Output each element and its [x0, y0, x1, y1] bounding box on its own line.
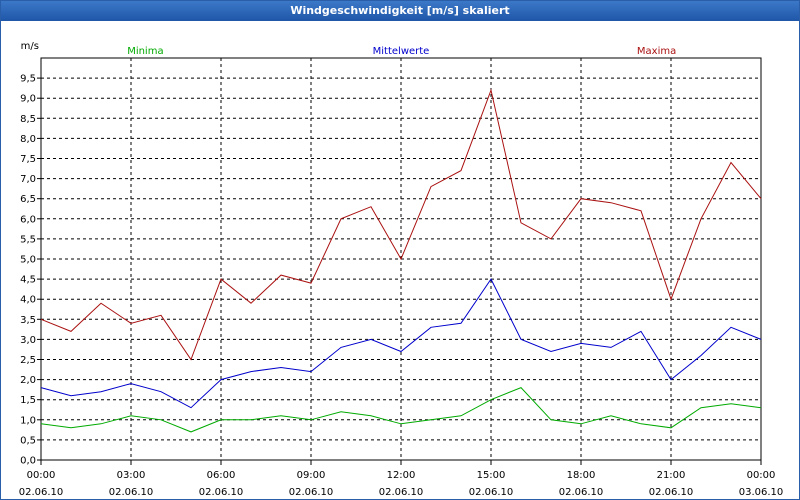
series-line-mittelwerte [40, 278, 762, 409]
y-tick-label: 7,5 [20, 154, 36, 165]
series-line-minima [40, 387, 762, 433]
y-tick-label: 7,0 [20, 174, 36, 185]
x-tick-time: 06:00 [207, 470, 236, 481]
y-tick-label: 6,5 [20, 194, 36, 205]
y-tick-label: 2,0 [20, 375, 36, 386]
y-tick-label: 4,5 [20, 275, 36, 286]
y-tick-label: 0,5 [20, 435, 36, 446]
y-tick-label: 5,0 [20, 255, 36, 266]
legend-entry-minima: Minima [127, 46, 163, 57]
x-tick-time: 00:00 [27, 470, 56, 481]
x-tick-time: 12:00 [387, 470, 416, 481]
x-tick-date: 02.06.10 [379, 487, 424, 498]
x-tick-time: 18:00 [567, 470, 596, 481]
y-tick-label: 1,5 [20, 395, 36, 406]
y-tick-label: 2,5 [20, 355, 36, 366]
y-tick-label: 3,5 [20, 315, 36, 326]
x-tick-time: 00:00 [747, 470, 776, 481]
y-tick-label: 8,5 [20, 114, 36, 125]
x-tick-time: 21:00 [657, 470, 686, 481]
y-tick-label: 3,0 [20, 335, 36, 346]
x-tick-date: 02.06.10 [19, 487, 64, 498]
y-tick-label: 9,5 [20, 74, 36, 85]
x-tick-time: 03:00 [117, 470, 146, 481]
x-tick-date: 02.06.10 [649, 487, 694, 498]
y-axis-unit: m/s [21, 41, 39, 52]
x-tick-date: 02.06.10 [289, 487, 334, 498]
x-tick-date: 02.06.10 [469, 487, 514, 498]
legend-entry-maxima: Maxima [637, 46, 676, 57]
series-line-maxima [40, 88, 762, 361]
x-tick-date: 02.06.10 [109, 487, 154, 498]
legend-entry-mittelwerte: Mittelwerte [373, 46, 430, 57]
y-tick-label: 4,0 [20, 295, 36, 306]
y-tick-label: 6,0 [20, 214, 36, 225]
y-tick-label: 5,5 [20, 234, 36, 245]
y-tick-label: 0,0 [20, 456, 36, 467]
x-tick-date: 03.06.10 [739, 487, 784, 498]
y-tick-label: 1,0 [20, 415, 36, 426]
y-tick-label: 8,0 [20, 134, 36, 145]
x-tick-date: 02.06.10 [199, 487, 244, 498]
x-tick-time: 15:00 [477, 470, 506, 481]
x-tick-date: 02.06.10 [559, 487, 604, 498]
wind-speed-chart: 0,0 0,5 1,0 1,5 2,0 2,5 3,0 3,5 4,0 4,5 5,0 5,5 6,0 6… [19, 41, 784, 498]
x-tick-time: 09:00 [297, 470, 326, 481]
y-tick-label: 9,0 [20, 94, 36, 105]
window-title: Windgeschwindigkeit [m/s] skaliert [1, 1, 799, 21]
